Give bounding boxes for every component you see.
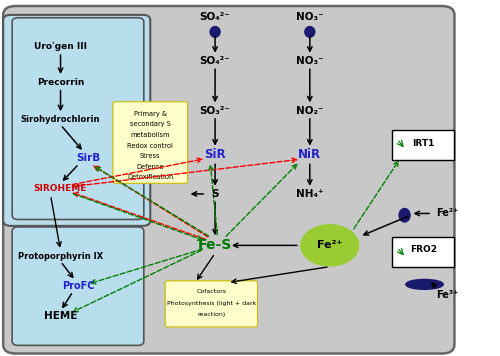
Text: Fe²⁺: Fe²⁺ [436,209,458,219]
Text: Cofactors: Cofactors [196,289,226,294]
Text: SiR: SiR [204,148,226,162]
Text: NO₂⁻: NO₂⁻ [296,106,324,116]
Text: Fe³⁺: Fe³⁺ [436,290,458,300]
FancyBboxPatch shape [165,281,258,327]
Text: SO₃²⁻: SO₃²⁻ [200,106,230,116]
Text: Precorrin: Precorrin [37,78,84,87]
Text: Uroʹgen III: Uroʹgen III [34,42,87,51]
Text: Redox control: Redox control [128,142,173,148]
Text: Protoporphyrin IX: Protoporphyrin IX [18,252,103,261]
Text: NO₃⁻: NO₃⁻ [296,56,324,66]
Text: Primary &: Primary & [134,111,167,117]
Ellipse shape [210,27,220,37]
Text: Photosynthesis (light + dark: Photosynthesis (light + dark [166,301,256,306]
Text: reaction): reaction) [197,313,226,318]
FancyBboxPatch shape [12,227,144,345]
Text: HEME: HEME [44,311,77,321]
FancyBboxPatch shape [12,18,144,220]
Text: IRT1: IRT1 [412,139,434,148]
Text: secondary S: secondary S [130,121,170,127]
Ellipse shape [399,209,410,222]
Text: metabolism: metabolism [130,132,170,138]
Circle shape [301,225,358,266]
FancyBboxPatch shape [392,236,454,267]
Text: Fe²⁺: Fe²⁺ [317,240,342,250]
FancyBboxPatch shape [3,15,150,226]
Ellipse shape [406,279,443,289]
Text: NO₃⁻: NO₃⁻ [296,12,324,22]
Text: Sirohydrochlorin: Sirohydrochlorin [21,115,100,124]
Text: ProFC: ProFC [62,281,94,291]
Ellipse shape [305,27,315,37]
Text: S: S [212,189,219,199]
Text: SO₄²⁻: SO₄²⁻ [200,56,230,66]
Text: Fe-S: Fe-S [198,239,232,252]
FancyBboxPatch shape [113,102,188,183]
Text: SirB: SirB [76,153,100,163]
Text: SO₄²⁻: SO₄²⁻ [200,12,230,22]
Text: Defense: Defense [136,164,164,170]
Text: SIROHEME: SIROHEME [34,184,87,193]
Text: Stress: Stress [140,153,160,159]
Text: Detoxification: Detoxification [127,174,174,180]
FancyBboxPatch shape [3,6,454,354]
Text: FRO2: FRO2 [410,245,437,254]
Text: NiR: NiR [298,148,322,162]
Text: NH₄⁺: NH₄⁺ [296,189,324,199]
FancyBboxPatch shape [392,130,454,160]
